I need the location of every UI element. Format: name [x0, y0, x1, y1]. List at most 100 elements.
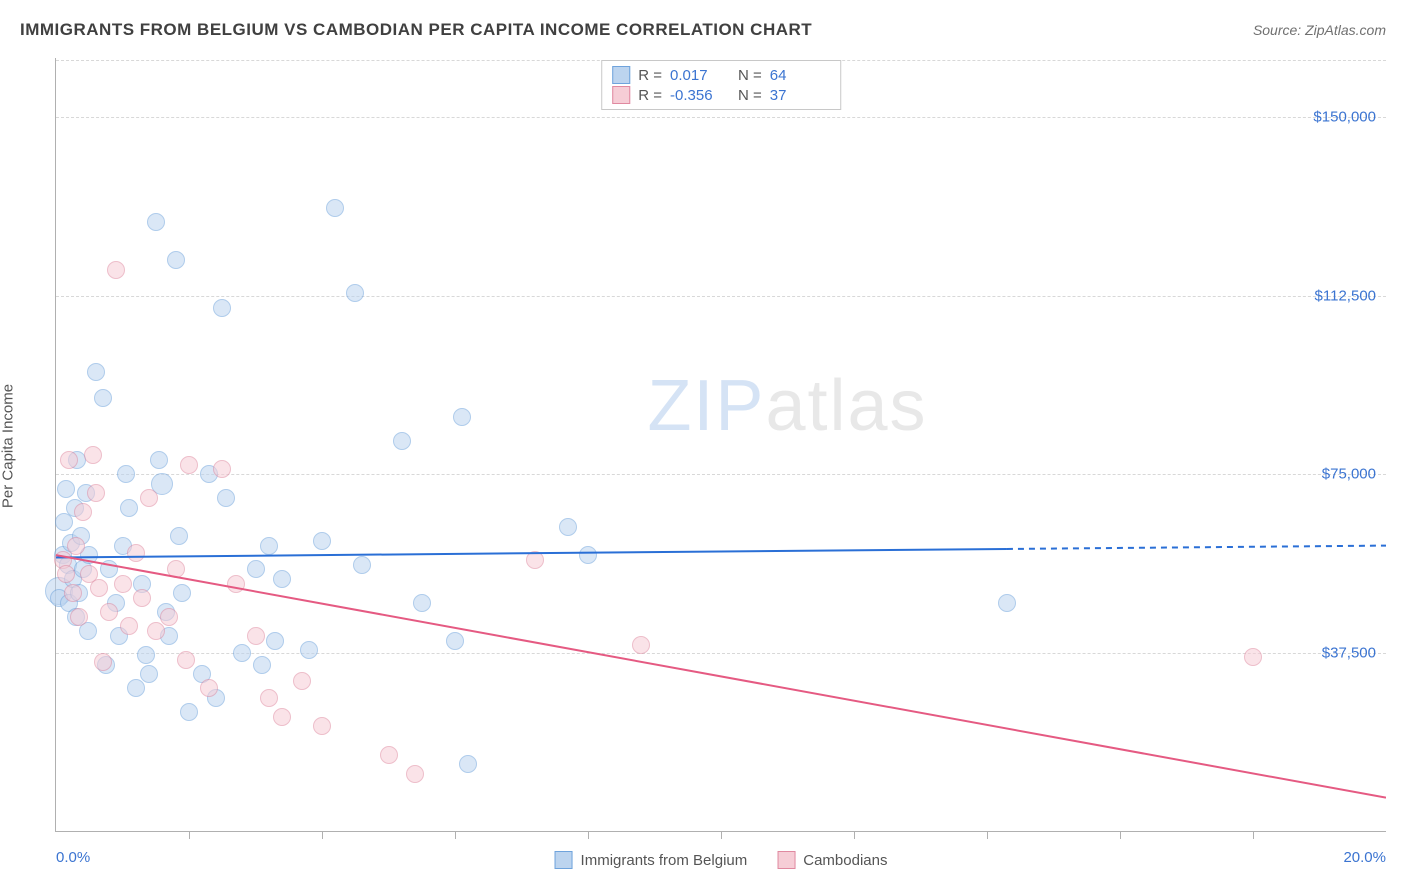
- scatter-point-cambodian: [87, 484, 105, 502]
- x-tick: [721, 831, 722, 839]
- watermark-part1: ZIP: [647, 366, 765, 446]
- chart-plot-area: ZIPatlas R = 0.017 N = 64 R = -0.356 N =…: [55, 58, 1386, 832]
- scatter-point-cambodian: [140, 489, 158, 507]
- scatter-point-belgium: [346, 284, 364, 302]
- swatch-cambodian: [612, 86, 630, 104]
- legend-label-cambodian: Cambodians: [803, 852, 887, 869]
- scatter-point-cambodian: [100, 603, 118, 621]
- y-axis-label: Per Capita Income: [0, 384, 17, 508]
- scatter-point-belgium: [140, 665, 158, 683]
- r-value-cambodian: -0.356: [670, 87, 730, 104]
- x-tick: [322, 831, 323, 839]
- scatter-point-belgium: [120, 499, 138, 517]
- legend-row-cambodian: R = -0.356 N = 37: [612, 85, 830, 105]
- chart-title: IMMIGRANTS FROM BELGIUM VS CAMBODIAN PER…: [20, 20, 812, 40]
- correlation-legend: R = 0.017 N = 64 R = -0.356 N = 37: [601, 60, 841, 110]
- scatter-point-belgium: [300, 641, 318, 659]
- scatter-point-cambodian: [293, 672, 311, 690]
- scatter-point-cambodian: [90, 579, 108, 597]
- scatter-point-cambodian: [133, 589, 151, 607]
- scatter-point-belgium: [173, 584, 191, 602]
- scatter-point-belgium: [459, 755, 477, 773]
- r-value-belgium: 0.017: [670, 67, 730, 84]
- y-tick-label: $75,000: [1322, 466, 1376, 483]
- series-legend: Immigrants from Belgium Cambodians: [555, 851, 888, 869]
- scatter-point-belgium: [150, 451, 168, 469]
- scatter-point-belgium: [233, 644, 251, 662]
- x-tick: [189, 831, 190, 839]
- scatter-point-cambodian: [127, 544, 145, 562]
- regression-line-cambodian: [56, 555, 1386, 798]
- scatter-point-belgium: [313, 532, 331, 550]
- scatter-point-cambodian: [406, 765, 424, 783]
- legend-row-belgium: R = 0.017 N = 64: [612, 65, 830, 85]
- scatter-point-belgium: [127, 679, 145, 697]
- scatter-point-cambodian: [147, 622, 165, 640]
- scatter-point-belgium: [213, 299, 231, 317]
- legend-item-belgium: Immigrants from Belgium: [555, 851, 748, 869]
- chart-header: IMMIGRANTS FROM BELGIUM VS CAMBODIAN PER…: [20, 20, 1386, 40]
- legend-item-cambodian: Cambodians: [777, 851, 887, 869]
- scatter-point-cambodian: [273, 708, 291, 726]
- swatch-cambodian-icon: [777, 851, 795, 869]
- r-label: R =: [638, 87, 662, 104]
- x-tick: [1253, 831, 1254, 839]
- scatter-point-cambodian: [632, 636, 650, 654]
- x-tick: [455, 831, 456, 839]
- scatter-point-belgium: [413, 594, 431, 612]
- scatter-point-belgium: [217, 489, 235, 507]
- scatter-point-belgium: [998, 594, 1016, 612]
- x-tick: [854, 831, 855, 839]
- scatter-point-belgium: [180, 703, 198, 721]
- x-axis-min-label: 0.0%: [56, 849, 90, 866]
- scatter-point-belgium: [559, 518, 577, 536]
- scatter-point-cambodian: [114, 575, 132, 593]
- scatter-point-cambodian: [57, 565, 75, 583]
- scatter-point-belgium: [273, 570, 291, 588]
- scatter-point-cambodian: [70, 608, 88, 626]
- gridline: [56, 296, 1386, 297]
- scatter-point-belgium: [353, 556, 371, 574]
- scatter-point-cambodian: [526, 551, 544, 569]
- n-label: N =: [738, 67, 762, 84]
- scatter-point-cambodian: [177, 651, 195, 669]
- scatter-point-belgium: [87, 363, 105, 381]
- scatter-point-belgium: [147, 213, 165, 231]
- gridline: [56, 653, 1386, 654]
- x-tick: [588, 831, 589, 839]
- gridline: [56, 474, 1386, 475]
- n-value-belgium: 64: [770, 67, 830, 84]
- scatter-point-belgium: [260, 537, 278, 555]
- plot-region: ZIPatlas R = 0.017 N = 64 R = -0.356 N =…: [55, 58, 1386, 832]
- regression-line-dashed-belgium: [1007, 546, 1386, 549]
- n-label: N =: [738, 87, 762, 104]
- scatter-point-cambodian: [60, 451, 78, 469]
- scatter-point-belgium: [247, 560, 265, 578]
- scatter-point-cambodian: [180, 456, 198, 474]
- swatch-belgium-icon: [555, 851, 573, 869]
- source-name: ZipAtlas.com: [1305, 22, 1386, 38]
- x-tick: [987, 831, 988, 839]
- scatter-point-belgium: [100, 560, 118, 578]
- scatter-point-belgium: [137, 646, 155, 664]
- scatter-point-belgium: [57, 480, 75, 498]
- r-label: R =: [638, 67, 662, 84]
- scatter-point-cambodian: [64, 584, 82, 602]
- scatter-point-belgium: [94, 389, 112, 407]
- scatter-point-belgium: [167, 251, 185, 269]
- scatter-point-cambodian: [74, 503, 92, 521]
- y-tick-label: $112,500: [1315, 287, 1376, 304]
- gridline: [56, 117, 1386, 118]
- x-axis-max-label: 20.0%: [1343, 849, 1386, 866]
- y-tick-label: $150,000: [1313, 109, 1376, 126]
- scatter-point-cambodian: [313, 717, 331, 735]
- watermark: ZIPatlas: [647, 365, 927, 447]
- regression-lines: [56, 58, 1386, 831]
- scatter-point-cambodian: [200, 679, 218, 697]
- scatter-point-cambodian: [1244, 648, 1262, 666]
- scatter-point-cambodian: [167, 560, 185, 578]
- scatter-point-cambodian: [84, 446, 102, 464]
- scatter-point-cambodian: [94, 653, 112, 671]
- scatter-point-belgium: [266, 632, 284, 650]
- scatter-point-cambodian: [213, 460, 231, 478]
